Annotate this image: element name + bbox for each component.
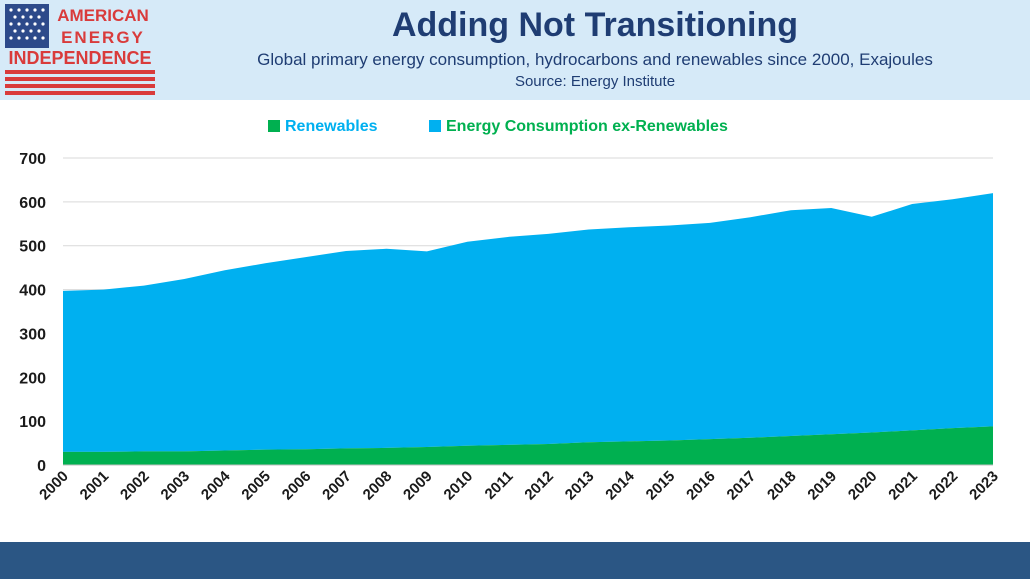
y-tick-label: 400 [19,283,46,300]
x-tick-label: 2001 [77,468,113,504]
y-tick-label: 0 [37,458,46,475]
y-tick-label: 600 [19,195,46,212]
x-tick-label: 2003 [158,468,194,504]
legend: Renewables Energy Consumption ex-Renewabl… [268,118,728,135]
legend-item-ex-renewables-label: Energy Consumption ex-Renewables [446,118,728,135]
x-tick-label: 2018 [764,468,800,504]
x-tick-label: 2012 [521,468,557,504]
x-tick-label: 2011 [482,468,517,503]
x-tick-label: 2019 [804,468,840,504]
x-tick-label: 2005 [238,468,274,504]
x-tick-label: 2014 [602,467,638,503]
source-note: Source: Energy Institute [514,73,676,90]
flag-stars [9,8,45,40]
page-title: Adding Not Transitioning [391,6,799,44]
y-tick-label: 300 [19,326,46,343]
x-tick-label: 2006 [279,468,315,504]
x-tick-label: 2015 [643,468,679,504]
legend-item-ex-renewables-swatch [429,120,441,132]
header-banner: AMERICAN ENERGY INDEPENDENCE Adding Not … [0,0,1030,100]
x-tick-label: 2008 [360,468,396,504]
y-tick-label: 500 [19,239,46,256]
x-tick-label: 2016 [683,468,719,504]
x-tick-label: 2004 [198,467,234,503]
x-tick-label: 2020 [845,468,881,504]
logo: AMERICAN ENERGY INDEPENDENCE [5,4,155,95]
y-tick-label: 100 [19,414,46,431]
logo-line-1: AMERICAN [57,6,149,25]
series-areas [63,193,993,465]
legend-item-renewables-swatch [268,120,280,132]
x-tick-label: 2010 [441,468,477,504]
legend-item-renewables-label: Renewables [285,118,378,135]
logo-line-3: INDEPENDENCE [8,48,151,68]
footer-band [0,542,1030,579]
y-tick-label: 700 [19,151,46,168]
x-tick-label: 2023 [966,468,1002,504]
series-energy-ex-renewables-area [63,193,993,452]
x-tick-label: 2022 [926,468,962,504]
x-tick-label: 2021 [885,468,921,504]
x-tick-label: 2007 [319,468,355,504]
x-tick-label: 2009 [400,468,436,504]
series-renewables-area [63,426,993,465]
logo-line-2: ENERGY [61,28,145,47]
x-tick-label: 2017 [724,468,760,504]
chart-subtitle: Global primary energy consumption, hydro… [257,50,933,69]
x-tick-label: 2002 [117,468,153,504]
y-tick-label: 200 [19,370,46,387]
x-tick-label: 2013 [562,468,598,504]
flag-stripes [5,70,155,95]
